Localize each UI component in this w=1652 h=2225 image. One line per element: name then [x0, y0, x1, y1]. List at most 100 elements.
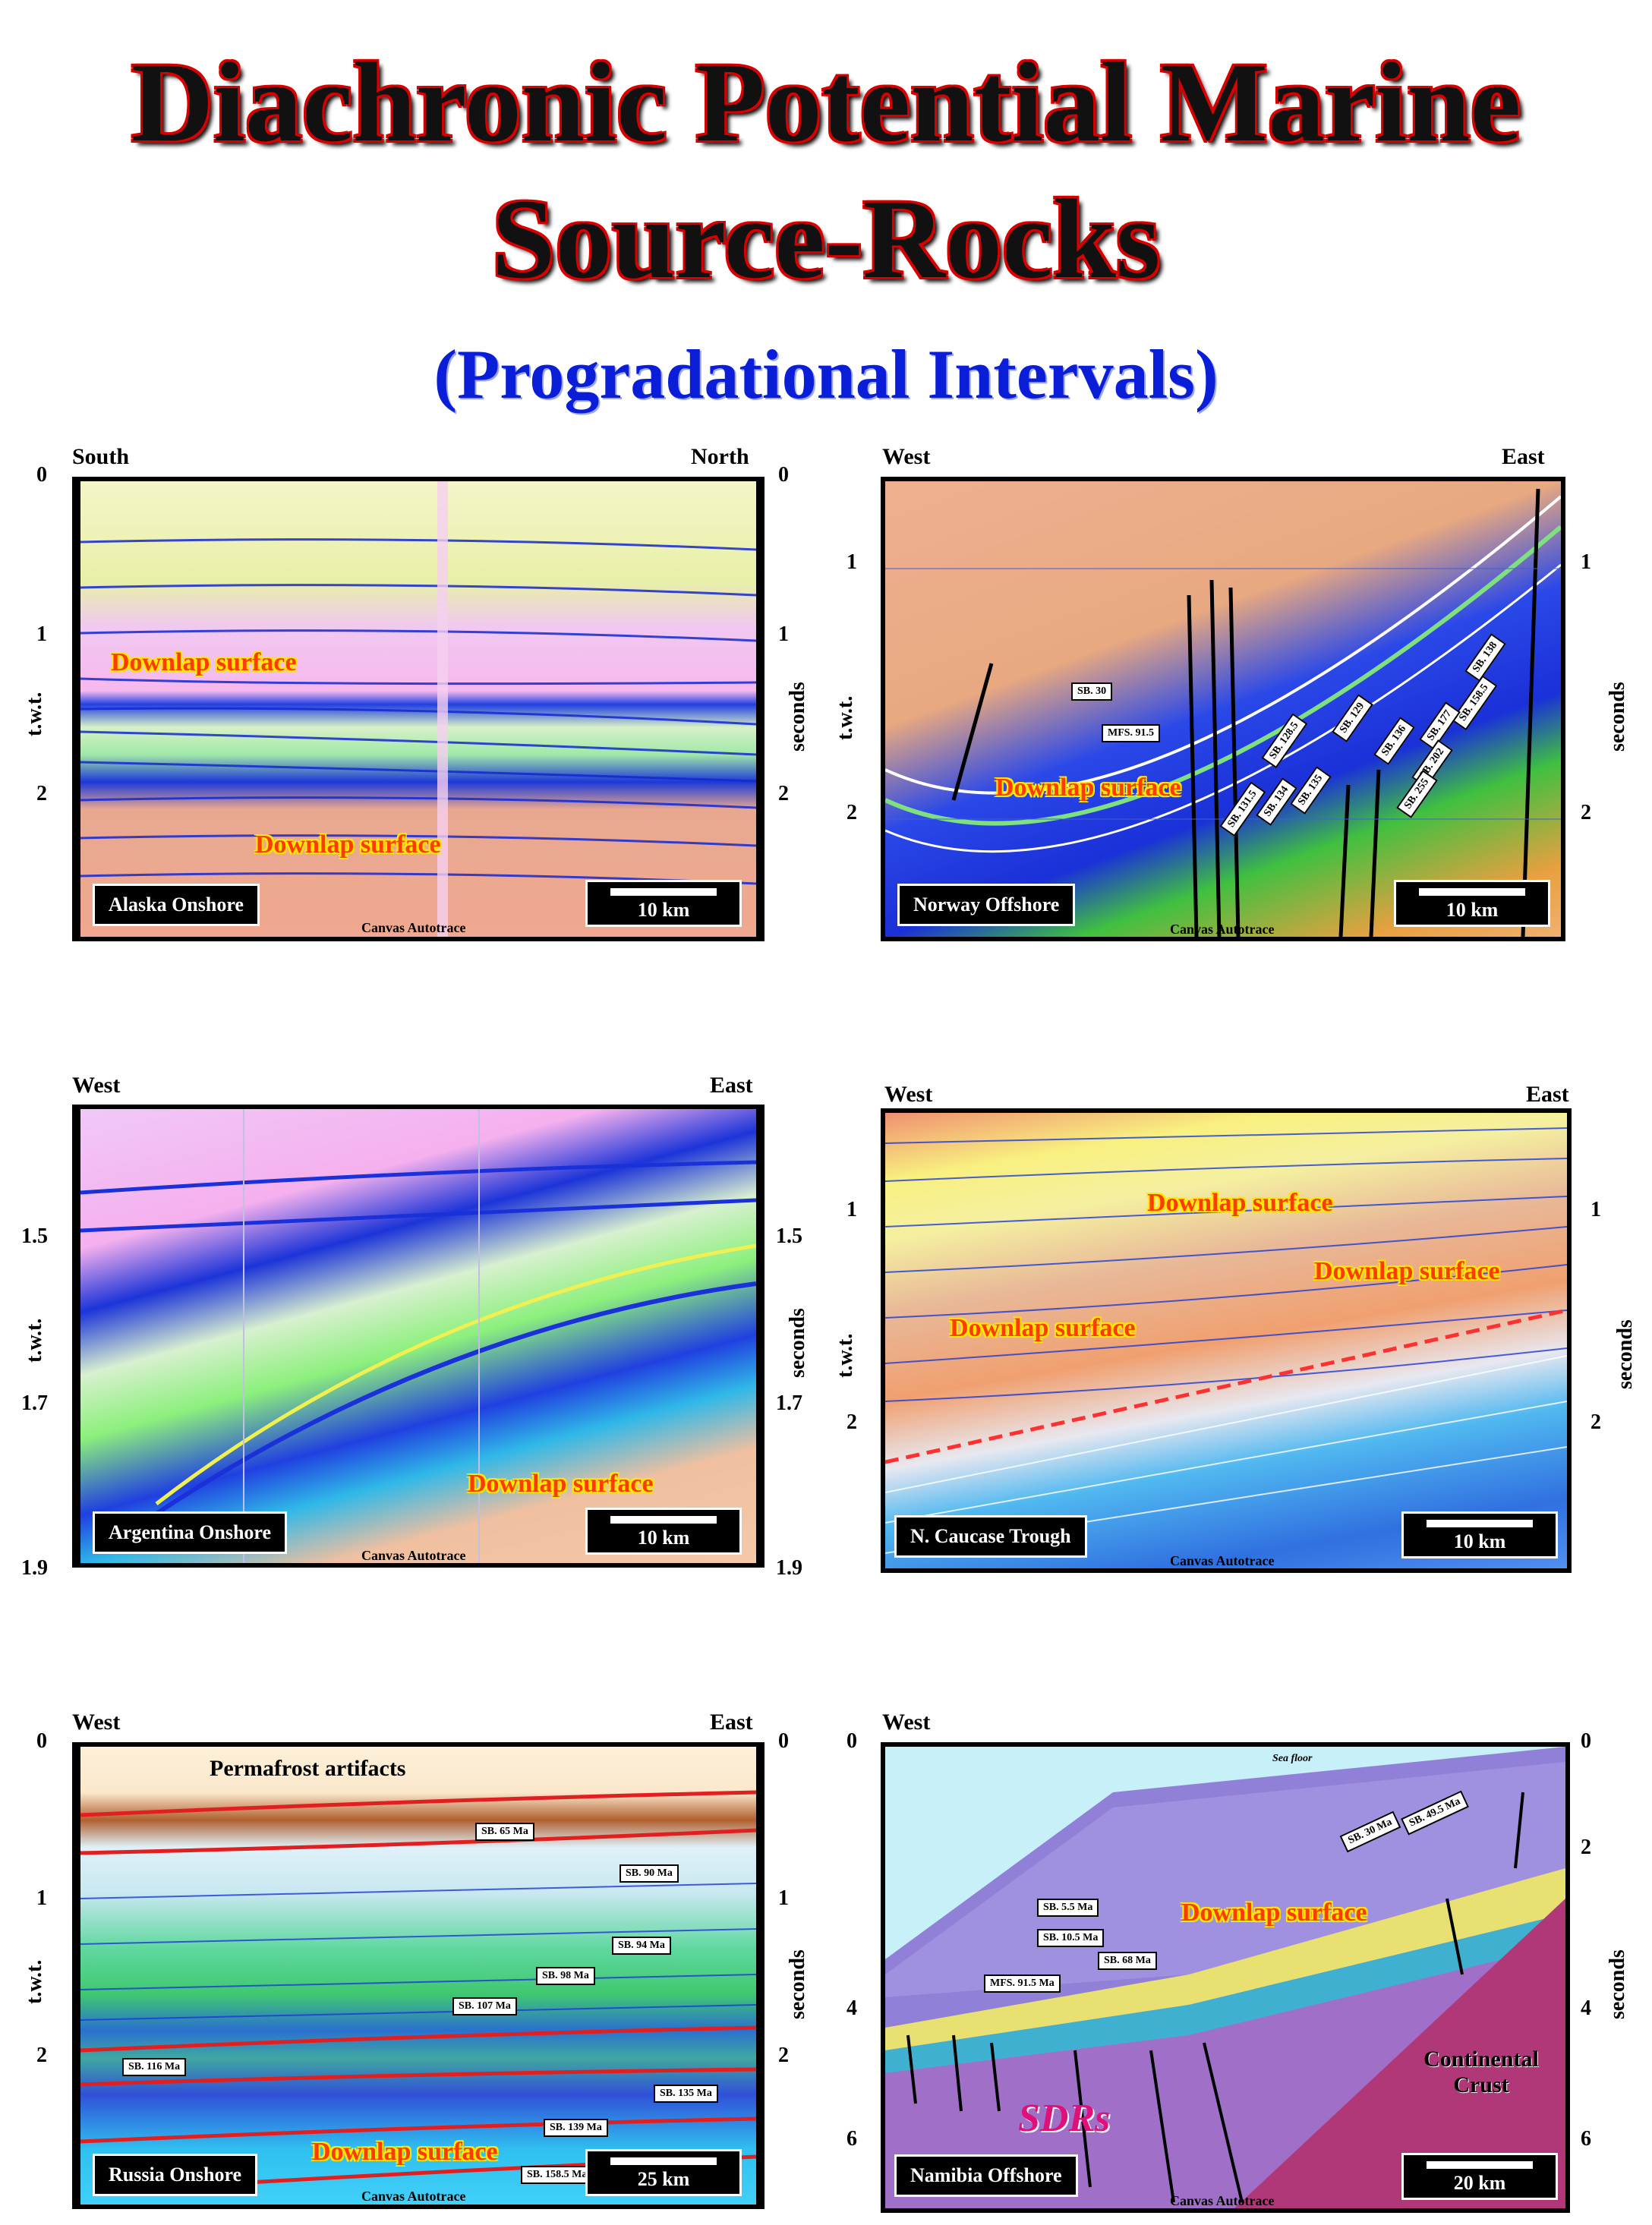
tick-left-1.5: 1.5 [21, 1224, 48, 1248]
seismic-reflectors [885, 1127, 1567, 1554]
tick-right-2: 2 [778, 782, 789, 805]
ylabel-right: seconds [786, 1308, 809, 1378]
horizon-label: SB. 90 Ma [620, 1864, 679, 1883]
downlap-annotation-1: Downlap surface [1147, 1189, 1333, 1217]
tick-right-2: 2 [778, 2044, 789, 2067]
direction-right: East [1526, 1082, 1569, 1107]
downlap-annotation-2: Downlap surface [255, 830, 441, 859]
scale-label: 10 km [1453, 1530, 1506, 1552]
canvas-credit: Canvas Autotrace [1170, 2193, 1275, 2208]
tick-right-1: 1 [1591, 1198, 1601, 1221]
horizon-label: SB. 5.5 Ma [1037, 1899, 1099, 1917]
ylabel-right: seconds [1613, 1319, 1637, 1389]
direction-left: West [882, 1710, 931, 1735]
seismic-image-russia: Permafrost artifacts SB. 65 Ma SB. 90 Ma… [76, 1742, 761, 2209]
horizon-label: SB. 10.5 Ma [1037, 1929, 1105, 1947]
scale-label: 10 km [1446, 899, 1499, 921]
tick-left-1: 1 [36, 1886, 47, 1910]
horizon-label: MFS. 91.5 Ma [984, 1974, 1061, 1993]
page-title-line1: Diachronic Potential Marine [131, 39, 1521, 165]
tick-left-2: 2 [846, 801, 857, 824]
horizon-label: SB. 94 Ma [612, 1937, 671, 1955]
tick-left-1: 1 [36, 622, 47, 646]
ylabel-left: t.w.t. [23, 1959, 46, 2004]
direction-right: East [1502, 444, 1545, 469]
direction-right: East [710, 1710, 753, 1735]
tick-right-1.9: 1.9 [776, 1556, 802, 1580]
canvas-credit: Canvas Autotrace [361, 2189, 466, 2204]
downlap-annotation-1: Downlap surface [1181, 1899, 1367, 1927]
scale-bar: 10 km [585, 880, 742, 927]
seismic-reflectors [885, 488, 1561, 937]
tick-left-2: 2 [36, 782, 47, 805]
tick-right-0: 0 [1581, 1729, 1591, 1753]
page-title-line2: Source-Rocks [491, 176, 1161, 302]
tick-right-1.5: 1.5 [776, 1224, 802, 1248]
downlap-annotation-1: Downlap surface [995, 774, 1181, 802]
seismic-reflectors [80, 1790, 756, 2189]
horizon-label: SB. 98 Ma [536, 1967, 595, 1985]
tick-left-0: 0 [846, 1729, 857, 1753]
scale-label: 10 km [637, 899, 690, 921]
tick-left-6: 6 [846, 2127, 857, 2151]
permafrost-note: Permafrost artifacts [210, 1756, 406, 1781]
horizon-label: SB. 135 Ma [654, 2085, 718, 2103]
horizon-label: SB. 107 Ma [452, 1997, 517, 2015]
canvas-credit: Canvas Autotrace [1170, 1553, 1275, 1568]
tick-right-1: 1 [778, 1886, 789, 1910]
canvas-credit: Canvas Autotrace [361, 920, 466, 935]
canvas-credit: Canvas Autotrace [361, 1548, 466, 1563]
direction-left: West [72, 1710, 121, 1735]
horizon-label: SB. 68 Ma [1098, 1952, 1157, 1970]
seismic-image-namibia: Sea floor SB. 30 Ma SB. 49.5 Ma SB. 5.5 … [881, 1742, 1570, 2213]
ylabel-left: t.w.t. [834, 695, 857, 740]
ylabel-right: seconds [786, 682, 809, 752]
tick-right-2: 2 [1591, 1410, 1601, 1434]
tick-right-6: 6 [1581, 2127, 1591, 2151]
downlap-annotation-2: Downlap surface [1314, 1257, 1500, 1285]
seismic-image-argentina: Downlap surface Argentina Onshore 10 km … [76, 1105, 761, 1568]
continental-crust-label: Continental Crust [1417, 2047, 1546, 2098]
tick-left-4: 4 [846, 1997, 857, 2020]
tick-left-1: 1 [846, 1198, 857, 1221]
tick-right-0: 0 [778, 1729, 789, 1753]
seismic-image-alaska: Downlap surface Downlap surface Alaska O… [76, 477, 761, 941]
tick-left-2: 2 [36, 2044, 47, 2067]
page-subtitle: (Progradational Intervals) [433, 336, 1219, 413]
ylabel-left: t.w.t. [834, 1333, 857, 1378]
panel-name-badge: Russia Onshore [93, 2154, 258, 2196]
tick-left-1: 1 [846, 550, 857, 574]
tick-left-0: 0 [36, 463, 47, 487]
horizon-label: SB. 30 [1071, 682, 1113, 701]
horizon-label: SB. 139 Ma [544, 2119, 608, 2137]
direction-right: North [691, 444, 749, 469]
scale-bar: 10 km [1401, 1511, 1558, 1558]
seismic-reflectors [80, 1109, 756, 1563]
seismic-reflectors [80, 481, 756, 937]
scale-bar: 25 km [585, 2149, 742, 2196]
tick-right-0: 0 [778, 463, 789, 487]
ylabel-right: seconds [1606, 682, 1629, 752]
ylabel-right: seconds [786, 1949, 809, 2019]
panel-name-badge: Argentina Onshore [93, 1511, 288, 1554]
tick-right-1: 1 [778, 622, 789, 646]
tick-right-1: 1 [1581, 550, 1591, 574]
downlap-annotation-1: Downlap surface [468, 1470, 654, 1498]
panel-name-badge: Alaska Onshore [93, 884, 260, 926]
scale-label: 25 km [637, 2168, 690, 2190]
horizon-label: SB. 116 Ma [122, 2058, 187, 2076]
horizon-label: SB. 65 Ma [475, 1823, 534, 1841]
tick-left-0: 0 [36, 1729, 47, 1753]
panel-name-badge: Norway Offshore [897, 884, 1076, 926]
sdrs-label: SDRs [1018, 2097, 1111, 2140]
direction-right: East [710, 1073, 753, 1098]
seismic-image-caucase: Downlap surface Downlap surface Downlap … [881, 1108, 1572, 1573]
crust-line2: Crust [1453, 2072, 1509, 2097]
tick-left-2: 2 [846, 1410, 857, 1434]
tick-left-1.7: 1.7 [21, 1391, 48, 1415]
direction-left: West [884, 1082, 933, 1107]
horizon-label: SB. 158.5 Ma [521, 2166, 594, 2184]
canvas-credit: Canvas Autotrace [1170, 922, 1275, 937]
ylabel-right: seconds [1606, 1949, 1629, 2019]
scale-label: 10 km [637, 1527, 690, 1549]
